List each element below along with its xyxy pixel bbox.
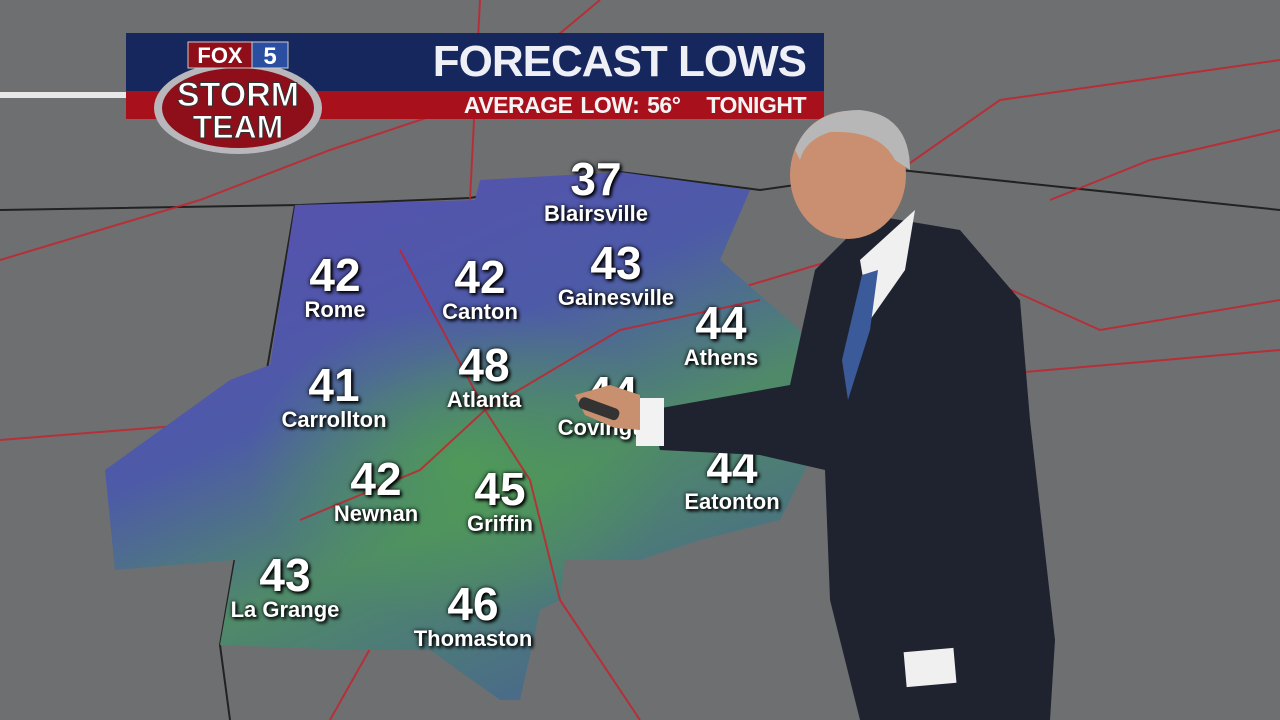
low-temperature: 46 — [447, 578, 499, 630]
city-label-thomaston: 46 Thomaston — [414, 581, 533, 651]
city-name: La Grange — [230, 597, 340, 622]
low-temperature: 42 — [350, 453, 402, 505]
city-label-blairsville: 37 Blairsville — [544, 156, 648, 226]
svg-text:FOX: FOX — [197, 43, 243, 68]
page-title: FORECAST LOWS — [432, 37, 807, 86]
low-temperature: 48 — [458, 339, 510, 391]
city-label-newnan: 42 Newnan — [334, 456, 418, 526]
low-temperature: 41 — [308, 359, 360, 411]
city-name: Rome — [304, 297, 366, 322]
period: TONIGHT — [706, 92, 806, 118]
city-name: Athens — [683, 345, 759, 370]
banner-accent-line — [0, 92, 150, 98]
subtitle: AVERAGE LOW: 56° TONIGHT — [463, 92, 807, 119]
city-label-canton: 42 Canton — [442, 254, 518, 324]
low-temperature: 44 — [695, 297, 747, 349]
city-name: Gainesville — [557, 285, 675, 310]
city-label-covington: 44 Covington — [558, 370, 667, 440]
low-temperature: 43 — [590, 237, 642, 289]
low-temperature: 37 — [570, 153, 622, 205]
city-name: Atlanta — [446, 387, 522, 412]
svg-text:5: 5 — [263, 43, 276, 70]
svg-text:STORM: STORM — [177, 76, 299, 114]
low-temperature: 43 — [259, 549, 311, 601]
city-name: Blairsville — [544, 201, 648, 226]
city-label-gainesville: 43 Gainesville — [558, 240, 674, 310]
city-name: Thomaston — [413, 626, 533, 651]
city-name: Carrollton — [281, 407, 387, 432]
average-low: AVERAGE LOW: 56° — [463, 92, 681, 118]
city-label-rome: 42 Rome — [304, 252, 365, 322]
low-temperature: 45 — [474, 463, 526, 515]
city-label-athens: 44 Athens — [684, 300, 759, 370]
low-temperature: 44 — [706, 441, 758, 493]
city-name: Canton — [442, 299, 518, 324]
low-temperature: 44 — [586, 367, 638, 419]
svg-text:TEAM: TEAM — [193, 109, 284, 145]
city-name: Griffin — [467, 511, 533, 536]
city-name: Newnan — [333, 501, 419, 526]
city-label-griffin: 45 Griffin — [467, 466, 533, 536]
city-label-atlanta: 48 Atlanta — [447, 342, 522, 412]
city-label-carrollton: 41 Carrollton — [281, 362, 386, 432]
low-temperature: 42 — [309, 249, 361, 301]
city-name: Eatonton — [684, 489, 780, 514]
city-label-eatonton: 44 Eatonton — [684, 444, 779, 514]
low-temperature: 42 — [454, 251, 506, 303]
city-name: Covington — [557, 415, 667, 440]
fox5-storm-team-logo: FOX 5 STORM TEAM — [154, 41, 322, 154]
city-label-la-grange: 43 La Grange — [231, 552, 340, 622]
